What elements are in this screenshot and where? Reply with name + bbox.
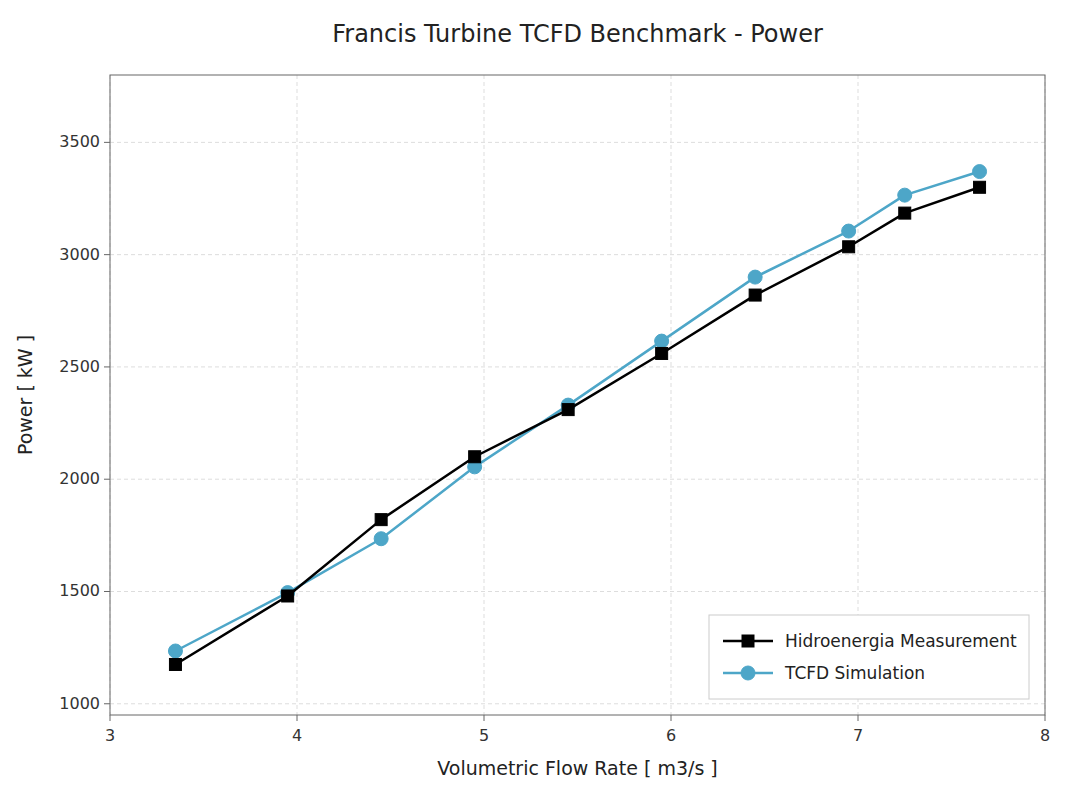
grid: [110, 75, 1045, 715]
x-tick: [297, 715, 298, 721]
series-marker: [374, 532, 388, 546]
x-tick-label: 7: [853, 726, 863, 745]
x-tick: [671, 715, 672, 721]
y-tick: [104, 479, 110, 480]
series-line: [175, 187, 979, 664]
y-tick-label: 3500: [59, 132, 100, 151]
series-marker: [974, 181, 986, 193]
y-tick-label: 1500: [59, 581, 100, 600]
series-marker: [282, 590, 294, 602]
y-tick-label: 1000: [59, 694, 100, 713]
x-grid-line: [297, 75, 298, 715]
x-tick-label: 4: [292, 726, 302, 745]
legend-swatch-marker: [742, 635, 754, 647]
x-tick-label: 3: [105, 726, 115, 745]
y-grid-line: [110, 142, 1045, 143]
y-grid-line: [110, 591, 1045, 592]
y-tick-label: 2500: [59, 357, 100, 376]
background: [0, 0, 1080, 810]
y-tick: [104, 254, 110, 255]
legend-swatch-marker: [741, 666, 755, 680]
chart-svg: 3 4 5 6 7 8 1000 1500 2000 2500 3000 3500 Francis Tu…: [0, 0, 1080, 810]
legend: Hidroenergia Measurement TCFD Simulation: [709, 615, 1029, 699]
x-tick-label: 5: [479, 726, 489, 745]
y-tick-label: 2000: [59, 469, 100, 488]
plot-frame: [110, 75, 1045, 715]
chart-container: 3 4 5 6 7 8 1000 1500 2000 2500 3000 3500 Francis Tu…: [0, 0, 1080, 810]
series-marker: [842, 224, 856, 238]
y-tick: [104, 366, 110, 367]
series-marker: [469, 451, 481, 463]
x-axis-label: Volumetric Flow Rate [ m3/s ]: [437, 757, 718, 779]
x-tick-label: 8: [1040, 726, 1050, 745]
x-tick: [484, 715, 485, 721]
y-axis-label: Power [ kW ]: [14, 335, 36, 455]
x-tick: [1045, 715, 1046, 721]
legend-label: Hidroenergia Measurement: [785, 631, 1017, 651]
series-marker: [899, 207, 911, 219]
y-grid-line: [110, 703, 1045, 704]
y-tick: [104, 703, 110, 704]
series: [169, 181, 985, 670]
series-marker: [749, 289, 761, 301]
y-tick: [104, 591, 110, 592]
y-grid-line: [110, 254, 1045, 255]
series-marker: [168, 644, 182, 658]
chart-title: Francis Turbine TCFD Benchmark - Power: [332, 20, 823, 48]
series-marker: [655, 334, 669, 348]
series-marker: [748, 270, 762, 284]
series-marker: [898, 188, 912, 202]
series-marker: [973, 165, 987, 179]
series-marker: [843, 241, 855, 253]
series-marker: [562, 404, 574, 416]
legend-box: [709, 615, 1029, 699]
series-marker: [169, 658, 181, 670]
series-marker: [375, 514, 387, 526]
x-tick: [110, 715, 111, 721]
x-tick-label: 6: [666, 726, 676, 745]
y-tick: [104, 142, 110, 143]
legend-label: TCFD Simulation: [784, 663, 925, 683]
x-grid-line: [671, 75, 672, 715]
x-grid-line: [484, 75, 485, 715]
series-line: [175, 172, 979, 651]
y-grid-line: [110, 479, 1045, 480]
axes: 3 4 5 6 7 8 1000 1500 2000 2500 3000 3500: [59, 132, 1050, 745]
y-grid-line: [110, 366, 1045, 367]
series-marker: [656, 347, 668, 359]
y-tick-label: 3000: [59, 245, 100, 264]
x-tick: [858, 715, 859, 721]
data-area: [168, 165, 986, 671]
